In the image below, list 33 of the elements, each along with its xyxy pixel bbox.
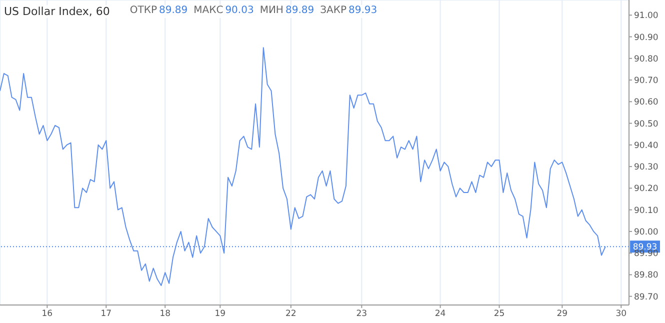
x-tick-label: 16 bbox=[42, 309, 53, 320]
y-tick-label: 90.40 bbox=[634, 140, 658, 151]
x-tick-label: 24 bbox=[434, 309, 446, 320]
x-tick-label: 19 bbox=[214, 309, 226, 320]
y-tick-label: 89.70 bbox=[634, 292, 658, 302]
y-tick-label: 90.00 bbox=[634, 227, 658, 238]
x-tick-label: 30 bbox=[616, 309, 627, 320]
x-tick-label: 18 bbox=[160, 309, 171, 320]
y-tick-label: 90.90 bbox=[634, 32, 658, 43]
y-tick-label: 89.80 bbox=[634, 270, 658, 281]
text: US Dollar Index, 60 bbox=[4, 5, 110, 18]
annotation: 90.03 bbox=[225, 5, 254, 18]
annotation: 89.93 bbox=[348, 5, 378, 18]
y-tick-label: 90.30 bbox=[634, 162, 658, 173]
x-tick-label: 17 bbox=[100, 309, 112, 320]
annotation: ЗАКР bbox=[320, 5, 346, 18]
annotation: МАКС bbox=[194, 5, 224, 18]
annotation: 89.89 bbox=[285, 5, 314, 18]
y-tick-label: 90.60 bbox=[634, 98, 658, 108]
y-tick-label: 90.50 bbox=[634, 119, 658, 130]
x-tick-label: 29 bbox=[556, 309, 568, 320]
x-tick-label: 23 bbox=[356, 309, 368, 320]
annotation: 89.89 bbox=[158, 5, 188, 18]
annotation: ОТКР bbox=[130, 5, 157, 18]
annotation: МИН bbox=[260, 5, 284, 18]
y-tick-label: 90.20 bbox=[634, 184, 658, 194]
y-tick-label: 91.00 bbox=[634, 11, 658, 22]
x-tick-label: 25 bbox=[494, 309, 505, 320]
y-tick-label: 90.10 bbox=[634, 206, 658, 216]
y-tick-label: 90.80 bbox=[634, 54, 658, 64]
x-tick-label: 22 bbox=[286, 309, 296, 320]
line-series bbox=[0, 47, 606, 286]
y-tick-label: 90.70 bbox=[634, 76, 658, 86]
